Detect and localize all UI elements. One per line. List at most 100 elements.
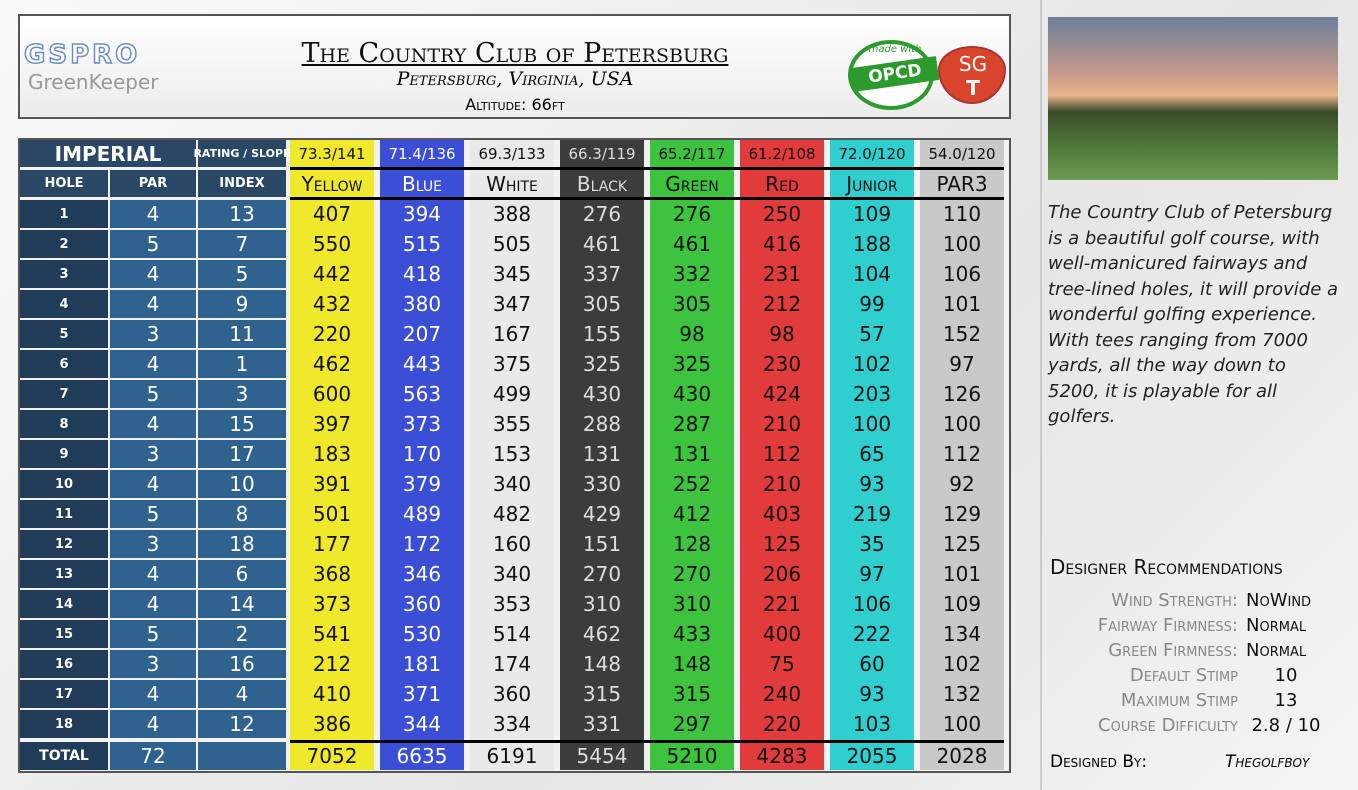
yardage: 75	[769, 652, 795, 676]
subtitle: Petersburg, Virginia, USA	[396, 68, 634, 90]
total-yardage: 2055	[846, 744, 898, 768]
rec-label: Wind Strength:	[1111, 589, 1238, 611]
tee-column	[470, 170, 554, 770]
yardage: 325	[672, 352, 712, 376]
total-yardage: 4283	[756, 744, 808, 768]
total-yardage: 5454	[576, 744, 628, 768]
altitude: Altitude: 66ft	[465, 95, 565, 114]
cell: 4	[110, 200, 196, 228]
cell: 1	[198, 350, 286, 378]
yardage: 345	[492, 262, 532, 286]
yardage: 35	[859, 532, 885, 556]
designer-name: Thegolfboy	[1225, 752, 1310, 772]
yardage: 252	[672, 472, 712, 496]
yardage: 429	[582, 502, 622, 526]
yardage: 93	[859, 472, 885, 496]
rating: 54.0/120	[920, 140, 1004, 167]
yardage: 109	[852, 202, 892, 226]
hole-number: 4	[20, 290, 108, 318]
tee-column	[740, 170, 824, 770]
rec-value: NoWind	[1246, 589, 1312, 611]
column-header: PAR	[110, 170, 196, 197]
yardage: 60	[859, 652, 885, 676]
cell: 2	[198, 620, 286, 648]
yardage: 462	[582, 622, 622, 646]
yardage: 174	[492, 652, 532, 676]
yardage: 489	[402, 502, 442, 526]
yardage: 514	[492, 622, 532, 646]
tee-name: Black	[576, 172, 628, 196]
tee-name: Green	[665, 172, 719, 196]
yardage: 332	[672, 262, 712, 286]
yardage: 305	[672, 292, 712, 316]
yardage: 412	[672, 502, 712, 526]
yardage: 100	[942, 712, 982, 736]
tee-column	[290, 170, 374, 770]
yardage: 360	[492, 682, 532, 706]
yardage: 207	[402, 322, 442, 346]
rating: 66.3/119	[560, 140, 644, 167]
yardage: 167	[492, 322, 532, 346]
yardage: 541	[312, 622, 352, 646]
yardage: 102	[852, 352, 892, 376]
cell: 4	[110, 560, 196, 588]
yardage: 505	[492, 232, 532, 256]
yardage: 331	[582, 712, 622, 736]
yardage: 99	[859, 292, 885, 316]
rec-label: Green Firmness:	[1108, 639, 1238, 661]
tee-name: PAR3	[936, 172, 988, 196]
yardage: 430	[582, 382, 622, 406]
cell: 5	[198, 260, 286, 288]
cell: 4	[110, 680, 196, 708]
rec-label: Default Stimp	[1129, 664, 1238, 686]
yardage: 394	[402, 202, 442, 226]
cell: 5	[110, 500, 196, 528]
rating: 71.4/136	[380, 140, 464, 167]
yardage: 210	[762, 472, 802, 496]
rec-title: Designer Recommendations	[1050, 555, 1283, 579]
cell: 3	[110, 320, 196, 348]
yardage: 355	[492, 412, 532, 436]
cell: 12	[198, 710, 286, 738]
yardage: 103	[852, 712, 892, 736]
yardage: 125	[942, 532, 982, 556]
yardage: 151	[582, 532, 622, 556]
yardage: 188	[852, 232, 892, 256]
hole-number: 16	[20, 650, 108, 678]
yardage: 287	[672, 412, 712, 436]
yardage: 530	[402, 622, 442, 646]
yardage: 148	[582, 652, 622, 676]
cell: 16	[198, 650, 286, 678]
yardage: 65	[859, 442, 885, 466]
yardage: 160	[492, 532, 532, 556]
yardage: 134	[942, 622, 982, 646]
yardage: 177	[312, 532, 352, 556]
rec-label: Course Difficulty	[1098, 714, 1238, 736]
yardage: 407	[312, 202, 352, 226]
yardage: 93	[859, 682, 885, 706]
cell: 11	[198, 320, 286, 348]
cell: 4	[110, 350, 196, 378]
yardage: 152	[942, 322, 982, 346]
yardage: 499	[492, 382, 532, 406]
total-yardage: 5210	[666, 744, 718, 768]
cell: 6	[198, 560, 286, 588]
tee-column	[560, 170, 644, 770]
tee-column	[920, 170, 1004, 770]
yardage: 353	[492, 592, 532, 616]
divider	[1040, 0, 1042, 790]
yardage: 347	[492, 292, 532, 316]
yardage: 432	[312, 292, 352, 316]
cell: 13	[198, 200, 286, 228]
yardage: 288	[582, 412, 622, 436]
hole-number: 8	[20, 410, 108, 438]
tee-column	[650, 170, 734, 770]
yardage: 380	[402, 292, 442, 316]
cell: 3	[110, 440, 196, 468]
rating-label: RATING / SLOPE	[193, 140, 291, 167]
cell: 4	[110, 260, 196, 288]
yardage: 97	[859, 562, 885, 586]
designer-label: Designed By:	[1050, 752, 1148, 772]
yardage: 430	[672, 382, 712, 406]
cell: 17	[198, 440, 286, 468]
